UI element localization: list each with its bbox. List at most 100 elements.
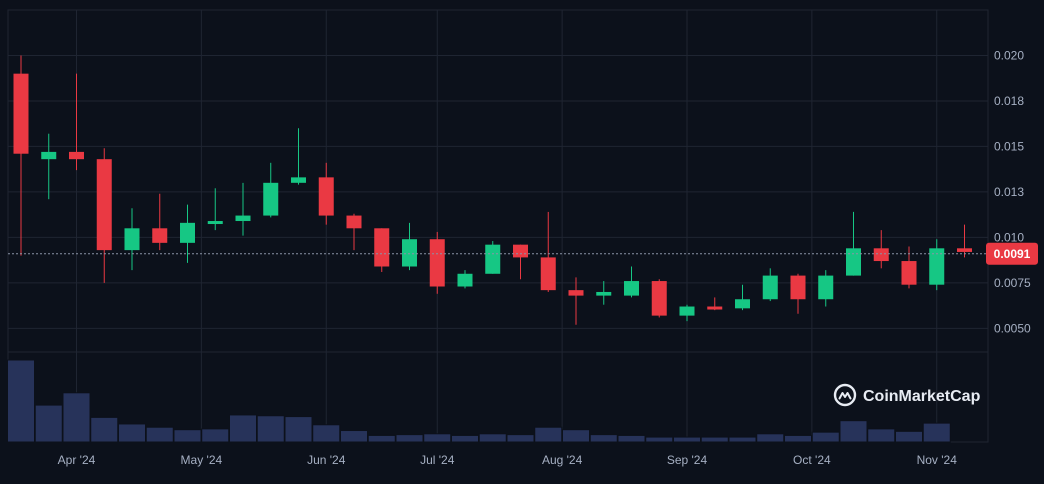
candle-body [235,215,251,222]
y-tick-label: 0.0075 [994,276,1031,290]
volume-bar [395,434,424,443]
candle-body [679,306,695,316]
volume-bar [423,433,452,443]
candle-body [818,275,834,300]
candle-up [846,211,861,276]
x-tick-label: Sep '24 [667,453,708,467]
volume-bar [867,428,896,443]
candle-up [624,266,639,298]
candle-up [818,270,834,307]
x-tick-label: Jul '24 [420,453,455,467]
volume-bar [756,433,785,443]
volume-bar [340,430,368,443]
candle-up [762,268,778,302]
candle-body [207,221,223,225]
volume-bar [922,422,951,443]
candle-up [235,182,251,236]
candle-body [263,182,279,216]
volume-bar [673,436,701,443]
candle-up [929,239,945,291]
candle-body [402,239,417,267]
candle-up [207,188,223,231]
candle-body [180,222,195,243]
current-price-tag: 0.0091 [986,242,1038,265]
candle-down [568,277,584,325]
candle-up [402,222,417,271]
volume-bar [7,359,35,443]
candle-up [124,208,140,271]
volume-bar [534,426,563,443]
candle-body [318,177,334,216]
volume-bar [839,420,868,443]
candle-up [485,241,501,274]
candle-up [679,304,695,322]
candle-body [735,299,750,309]
candle-body [651,281,667,316]
volume-bar [589,434,618,443]
y-tick-label: 0.015 [994,139,1024,153]
candle-down [707,297,723,311]
candle-down [651,279,667,318]
candle-body [346,215,362,229]
candle-down [873,230,889,269]
volume-bar [562,429,590,443]
volume-bar [118,423,146,443]
candle-body [762,275,778,300]
candle-body [291,177,306,183]
candle-body [41,151,57,160]
volume-bar [617,434,646,443]
candle-body [957,248,972,252]
volume-bar [34,404,63,443]
candle-body [790,275,806,300]
x-tick-label: Jun '24 [307,453,346,467]
watermark: CoinMarketCap [833,383,981,407]
x-tick-label: Apr '24 [58,453,96,467]
volume-bar [256,415,285,443]
candle-body [152,228,168,243]
x-tick-label: Oct '24 [793,453,831,467]
candle-down [152,193,168,251]
candle-body [485,244,501,274]
candle-body [374,228,390,267]
candle-up [41,133,57,200]
candle-down [96,148,112,283]
volume-bar [478,433,507,443]
volume-bars [7,359,951,443]
volume-bar [201,428,230,443]
volume-bar [229,414,257,443]
candles [13,55,972,325]
candle-body [901,261,917,285]
volume-bar [645,436,674,443]
candle-down [957,224,972,258]
candle-body [69,151,84,160]
candle-body [929,248,945,285]
x-tick-label: May '24 [181,453,223,467]
y-tick-label: 0.010 [994,230,1024,244]
x-axis: Apr '24 May '24 Jun '24 Jul '24 Aug '24 Sep '… [58,453,958,467]
y-tick-label: 0.013 [994,185,1024,199]
candle-body [429,239,445,287]
x-tick-label: Aug '24 [542,453,583,467]
candle-body [873,248,889,262]
candle-up [735,284,750,311]
candle-body [124,228,140,251]
candle-body [707,306,723,310]
y-tick-label: 0.0050 [994,321,1031,335]
volume-bar [811,431,840,443]
candle-body [457,273,473,287]
candle-body [624,281,639,296]
candle-body [96,159,112,251]
candle-down [69,73,84,171]
volume-bar [173,429,202,443]
candle-down [318,162,334,225]
candle-up [263,162,279,218]
candle-body [568,290,584,296]
volume-bar [284,416,313,443]
volume-bar [700,436,729,443]
volume-bar [62,392,91,443]
price-tag-background [986,242,1038,265]
volume-bar [895,430,923,443]
volume-bar [312,424,341,443]
